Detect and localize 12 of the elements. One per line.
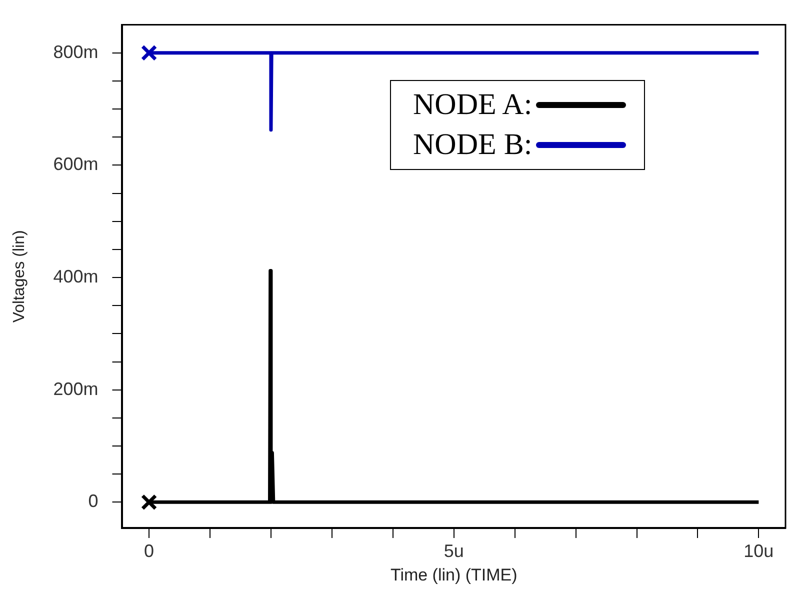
legend-label: NODE B: (413, 127, 532, 163)
x-tick-label: 5u (444, 540, 464, 561)
y-tick-label: 200m (53, 378, 98, 399)
y-tick-label: 800m (53, 42, 98, 62)
x-axis-title: Time (lin) (TIME) (390, 565, 518, 584)
x-tick-label: 0 (144, 540, 154, 561)
y-tick-label: 600m (53, 154, 98, 174)
y-tick-label: 0 (88, 491, 98, 512)
y-axis-title: Voltages (lin) (11, 230, 28, 323)
legend-label: NODE A: (413, 87, 532, 123)
y-tick-label: 400m (53, 266, 98, 286)
x-tick-label: 10u (744, 540, 774, 561)
